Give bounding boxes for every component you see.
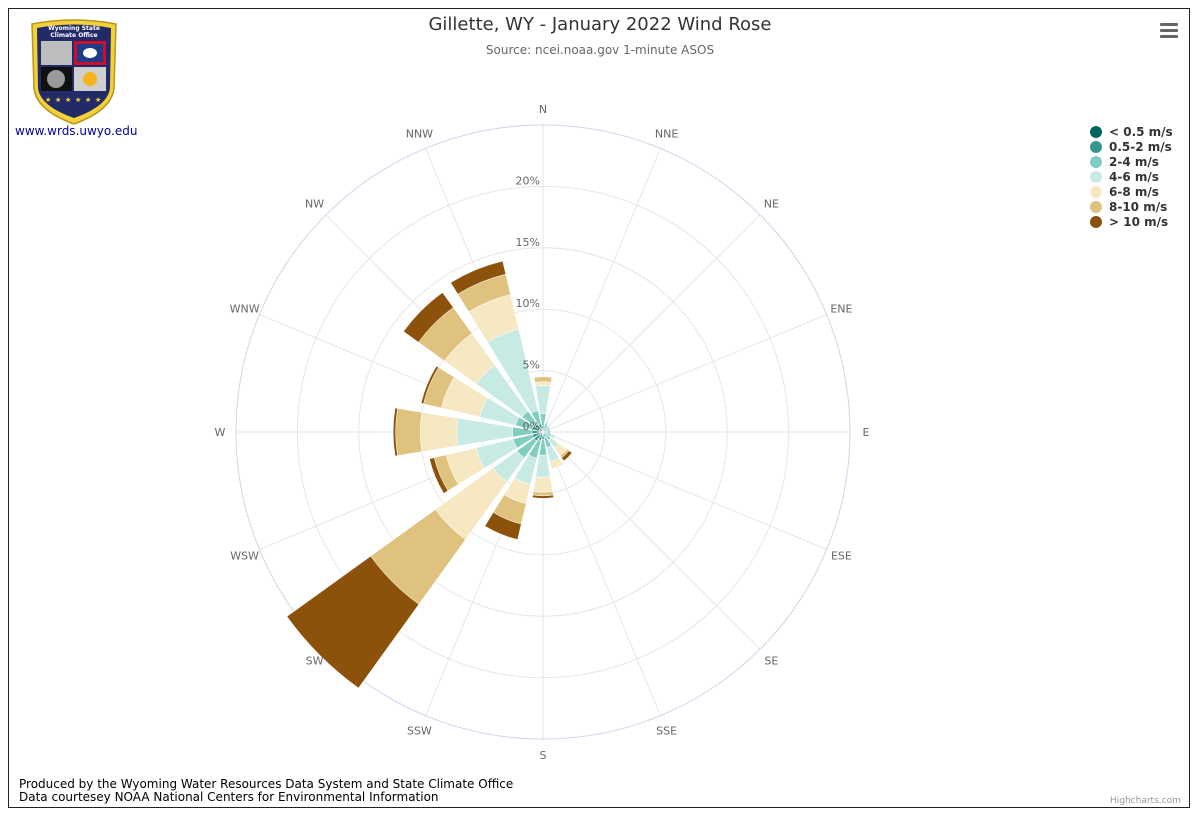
wind-bar-ese — [549, 433, 556, 439]
website-link[interactable]: www.wrds.uwyo.edu — [15, 124, 138, 138]
wind-bar-se — [561, 450, 573, 462]
legend-swatch — [1090, 215, 1102, 228]
y-tick-label: 10% — [516, 297, 540, 310]
wind-bar-s — [532, 494, 554, 499]
direction-label-sw: SW — [306, 654, 324, 667]
legend-item[interactable]: > 10 m/s — [1088, 214, 1173, 229]
direction-label-nw: NW — [305, 198, 324, 211]
wind-bar-w — [420, 412, 459, 452]
direction-label-nnw: NNW — [406, 128, 433, 141]
direction-label-wsw: WSW — [230, 550, 259, 563]
chart-frame — [8, 8, 1190, 808]
highcharts-credit[interactable]: Highcharts.com — [1110, 796, 1181, 806]
direction-label-n: N — [539, 103, 547, 116]
legend-label: 8-10 m/s — [1109, 199, 1168, 214]
credits-line-1: Produced by the Wyoming Water Resources … — [19, 777, 514, 791]
svg-text:★: ★ — [65, 96, 71, 104]
legend-swatch — [1090, 125, 1102, 138]
legend-swatch — [1090, 185, 1102, 198]
grid-spoke — [542, 431, 761, 650]
direction-label-nne: NNE — [655, 128, 678, 141]
direction-label-ssw: SSW — [407, 724, 432, 737]
legend-label: 2-4 m/s — [1109, 154, 1159, 169]
legend-swatch — [1090, 170, 1102, 183]
wind-bar-wnw — [420, 365, 439, 405]
legend-item[interactable]: 4-6 m/s — [1088, 169, 1173, 184]
direction-label-sse: SSE — [656, 724, 677, 737]
wind-bar-nne — [544, 420, 550, 426]
svg-text:★: ★ — [55, 96, 61, 104]
wind-bar-nnw — [450, 260, 507, 295]
legend-swatch — [1090, 140, 1102, 153]
wind-bar-sse — [549, 457, 564, 470]
svg-text:★: ★ — [75, 96, 81, 104]
direction-label-ese: ESE — [831, 550, 852, 563]
svg-text:★: ★ — [85, 96, 91, 104]
outer-circle — [235, 124, 851, 740]
wind-bar-ssw — [484, 512, 522, 540]
wind-bar-s — [535, 454, 551, 478]
grid-spoke — [542, 431, 661, 716]
grid-spoke — [542, 314, 827, 433]
svg-text:★: ★ — [45, 96, 51, 104]
direction-label-ne: NE — [764, 198, 779, 211]
legend-item[interactable]: 6-8 m/s — [1088, 184, 1173, 199]
y-tick-label: 5% — [523, 359, 540, 372]
legend-label: < 0.5 m/s — [1109, 124, 1173, 139]
hamburger-menu-icon[interactable] — [1158, 20, 1180, 40]
y-tick-label: 0% — [523, 420, 540, 433]
svg-text:★: ★ — [95, 96, 101, 104]
direction-label-ene: ENE — [830, 302, 852, 315]
direction-label-se: SE — [764, 654, 778, 667]
chart-title: Gillette, WY - January 2022 Wind Rose — [428, 14, 772, 35]
legend: < 0.5 m/s 0.5-2 m/s 2-4 m/s 4-6 m/s 6-8 m/s 8… — [1088, 124, 1173, 229]
legend-item[interactable]: < 0.5 m/s — [1088, 124, 1173, 139]
svg-text:Wyoming State: Wyoming State — [48, 25, 100, 32]
wind-bar-sw — [286, 555, 420, 689]
wind-bar-s — [533, 476, 553, 493]
wind-bar-n — [534, 381, 552, 387]
y-tick-label: 20% — [516, 174, 540, 187]
wind-bar-w — [393, 407, 398, 457]
svg-text:Climate Office: Climate Office — [50, 32, 97, 39]
legend-item[interactable]: 2-4 m/s — [1088, 154, 1173, 169]
wind-bar-nw — [403, 292, 454, 343]
y-tick-label: 15% — [516, 236, 540, 249]
grid-spoke — [542, 148, 661, 433]
legend-label: > 10 m/s — [1109, 214, 1169, 229]
legend-item[interactable]: 0.5-2 m/s — [1088, 139, 1173, 154]
wind-bar-ene — [548, 427, 552, 431]
chart-subtitle: Source: ncei.noaa.gov 1-minute ASOS — [485, 43, 715, 57]
grid-spoke — [542, 214, 761, 433]
legend-label: 6-8 m/s — [1109, 184, 1159, 199]
wyoming-state-climate-office-logo: Wyoming State Climate Office ★ ★ ★ ★ ★ ★ — [31, 19, 117, 125]
wind-bar-n — [533, 376, 553, 383]
credits: Produced by the Wyoming Water Resources … — [19, 778, 513, 804]
direction-label-e: E — [863, 426, 870, 439]
grid-spoke — [542, 431, 827, 550]
wind-bar-e — [549, 430, 552, 434]
credits-line-2: Data courtesey NOAA National Centers for… — [19, 790, 439, 804]
direction-label-s: S — [540, 749, 547, 762]
wind-bar-w — [395, 408, 423, 456]
legend-swatch — [1090, 155, 1102, 168]
direction-label-w: W — [215, 426, 226, 439]
legend-item[interactable]: 8-10 m/s — [1088, 199, 1173, 214]
wind-bar-wsw — [429, 457, 449, 494]
legend-swatch — [1090, 200, 1102, 213]
wind-bar-ne — [546, 424, 551, 429]
legend-label: 0.5-2 m/s — [1109, 139, 1172, 154]
direction-label-wnw: WNW — [230, 302, 260, 315]
legend-label: 4-6 m/s — [1109, 169, 1159, 184]
wind-bar-s — [532, 491, 554, 497]
